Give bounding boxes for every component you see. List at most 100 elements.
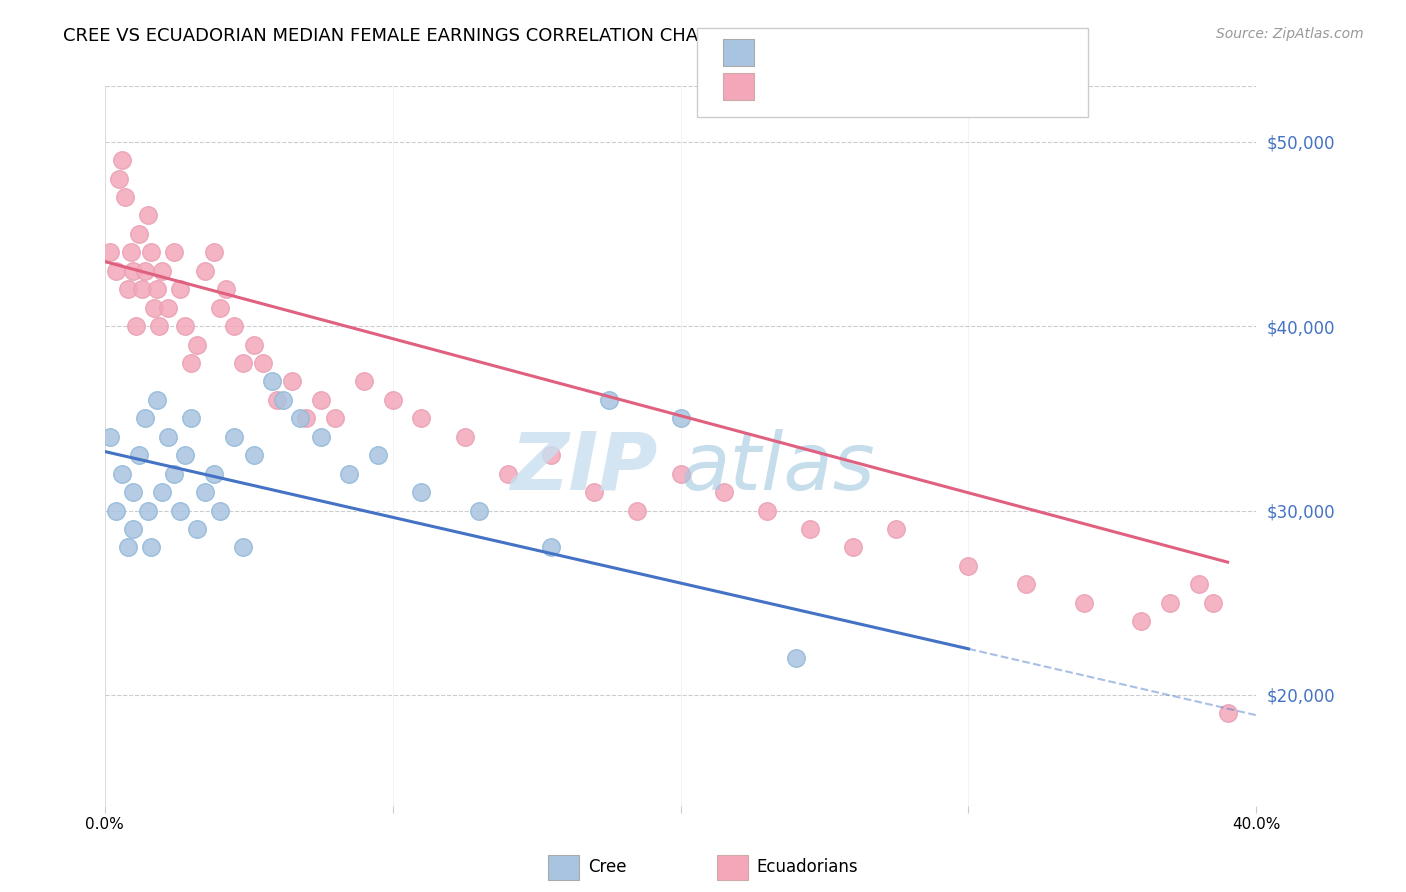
Point: [150, 264, 173, 278]
Point: [208, 301, 231, 315]
Point: [1159, 596, 1181, 610]
Text: Cree: Cree: [588, 858, 626, 876]
Point: [266, 392, 288, 407]
Point: [131, 282, 153, 296]
Point: [598, 392, 620, 407]
Point: [142, 301, 165, 315]
Text: -0.466: -0.466: [810, 78, 869, 95]
Point: [202, 467, 225, 481]
Text: R =: R =: [768, 78, 804, 95]
Point: [111, 153, 134, 168]
Point: [1188, 577, 1211, 591]
Point: [1216, 706, 1239, 721]
Point: [145, 282, 167, 296]
Point: [208, 503, 231, 517]
Point: [309, 392, 332, 407]
Point: [339, 467, 361, 481]
Point: [134, 264, 156, 278]
Point: [411, 485, 433, 500]
Point: [232, 541, 254, 555]
Point: [540, 541, 562, 555]
Point: [157, 301, 180, 315]
Point: [100, 245, 122, 260]
Point: [1073, 596, 1095, 610]
Point: [117, 541, 139, 555]
Point: [1015, 577, 1038, 591]
Text: CREE VS ECUADORIAN MEDIAN FEMALE EARNINGS CORRELATION CHART: CREE VS ECUADORIAN MEDIAN FEMALE EARNING…: [63, 27, 721, 45]
Text: -0.386: -0.386: [810, 44, 869, 62]
Point: [163, 245, 186, 260]
Point: [122, 522, 145, 536]
Point: [128, 448, 150, 462]
Point: [128, 227, 150, 241]
Point: [136, 209, 159, 223]
Point: [453, 430, 475, 444]
Point: [100, 430, 122, 444]
Point: [174, 319, 197, 334]
Point: [886, 522, 908, 536]
Point: [957, 558, 980, 573]
Point: [186, 522, 208, 536]
Point: [323, 411, 346, 425]
Point: [134, 411, 156, 425]
Point: [186, 337, 208, 351]
Point: [496, 467, 519, 481]
Point: [139, 245, 162, 260]
Point: [122, 264, 145, 278]
Point: [169, 282, 191, 296]
Point: [309, 430, 332, 444]
Point: [271, 392, 294, 407]
Point: [468, 503, 491, 517]
Point: [243, 337, 266, 351]
Point: [194, 264, 217, 278]
Point: [105, 503, 128, 517]
Point: [799, 522, 821, 536]
Point: [224, 430, 246, 444]
Point: [111, 467, 134, 481]
Text: 59: 59: [934, 78, 956, 95]
Point: [125, 319, 148, 334]
Point: [120, 245, 142, 260]
Point: [367, 448, 389, 462]
Point: [281, 375, 304, 389]
Point: [842, 541, 865, 555]
Point: [150, 485, 173, 500]
Point: [1202, 596, 1225, 610]
Point: [157, 430, 180, 444]
Point: [353, 375, 375, 389]
Point: [202, 245, 225, 260]
Point: [626, 503, 648, 517]
Point: [243, 448, 266, 462]
Point: [194, 485, 217, 500]
Point: [105, 264, 128, 278]
Point: [295, 411, 318, 425]
Point: [114, 190, 136, 204]
Text: 36: 36: [934, 44, 956, 62]
Text: N =: N =: [891, 78, 928, 95]
Point: [136, 503, 159, 517]
Point: [148, 319, 170, 334]
Point: [540, 448, 562, 462]
Text: R =: R =: [768, 44, 804, 62]
Text: Ecuadorians: Ecuadorians: [756, 858, 858, 876]
Point: [1130, 614, 1153, 628]
Point: [232, 356, 254, 370]
Point: [174, 448, 197, 462]
Point: [669, 411, 692, 425]
Point: [122, 485, 145, 500]
Text: ZIP: ZIP: [510, 428, 658, 507]
Point: [180, 411, 202, 425]
Point: [290, 411, 312, 425]
Point: [583, 485, 606, 500]
Point: [108, 171, 131, 186]
Point: [252, 356, 274, 370]
Point: [169, 503, 191, 517]
Point: [214, 282, 236, 296]
Point: [785, 651, 807, 665]
Point: [117, 282, 139, 296]
Point: [145, 392, 167, 407]
Point: [411, 411, 433, 425]
Text: N =: N =: [891, 44, 928, 62]
Text: atlas: atlas: [681, 428, 876, 507]
Point: [713, 485, 735, 500]
